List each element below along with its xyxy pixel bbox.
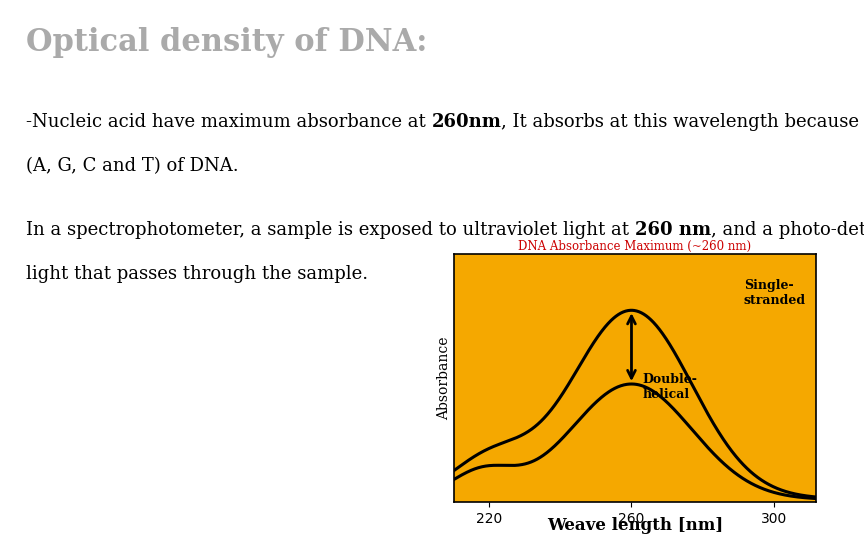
Text: Optical density of DNA:: Optical density of DNA: <box>26 27 428 58</box>
Y-axis label: Absorbance: Absorbance <box>437 336 451 420</box>
Text: 260nm: 260nm <box>431 113 501 131</box>
Text: , It absorbs at this wavelength because of the: , It absorbs at this wavelength because … <box>501 113 864 131</box>
Text: light that passes through the sample.: light that passes through the sample. <box>26 265 368 282</box>
Text: Single-
stranded: Single- stranded <box>744 279 806 307</box>
Text: Weave length [nm]: Weave length [nm] <box>547 517 723 534</box>
Text: In a spectrophotometer, a sample is exposed to ultraviolet light at: In a spectrophotometer, a sample is expo… <box>26 221 635 239</box>
Text: Double-
helical: Double- helical <box>642 373 697 401</box>
Text: -Nucleic acid have maximum absorbance at: -Nucleic acid have maximum absorbance at <box>26 113 431 131</box>
Title: DNA Absorbance Maximum (~260 nm): DNA Absorbance Maximum (~260 nm) <box>518 240 752 253</box>
Text: 260 nm: 260 nm <box>635 221 711 239</box>
Text: (A, G, C and T) of DNA.: (A, G, C and T) of DNA. <box>26 157 238 174</box>
Text: , and a photo-detector measures the: , and a photo-detector measures the <box>711 221 864 239</box>
